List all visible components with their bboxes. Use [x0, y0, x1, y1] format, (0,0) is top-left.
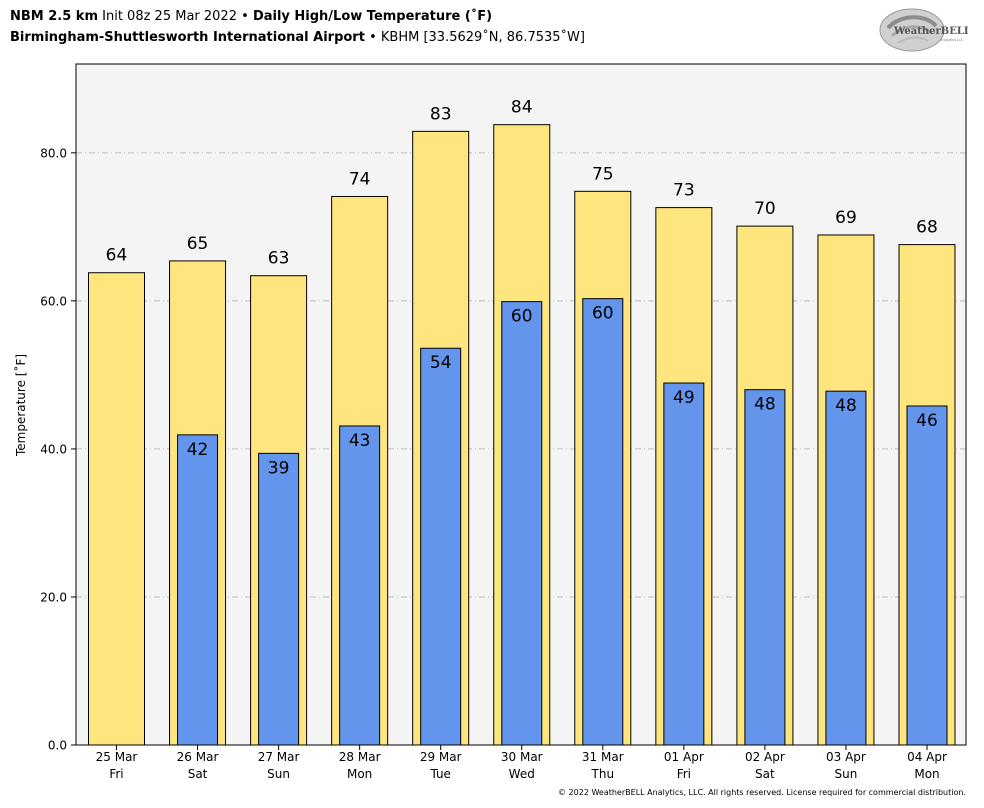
low-temp-label: 60: [511, 307, 533, 327]
low-temp-bar: [744, 389, 786, 746]
x-tick-weekday: Mon: [914, 767, 939, 781]
y-tick-label: 20.0: [40, 590, 67, 604]
copyright-notice: © 2022 WeatherBELL Analytics, LLC. All r…: [558, 788, 966, 797]
axes: 0.0 20.0 40.0 60.0 80.0 25 Mar Fri 26 Mar Sat 27 …: [40, 146, 947, 781]
low-temp-label: 42: [187, 440, 209, 460]
x-tick-date: 02 Apr: [745, 750, 785, 764]
low-temp-bar: [177, 434, 219, 746]
x-tick-weekday: Thu: [591, 767, 615, 781]
chart-header: NBM 2.5 km Init 08z 25 Mar 2022 • Daily …: [10, 6, 870, 48]
x-tick-date: 26 Mar: [177, 750, 219, 764]
station-info: KBHM [33.5629˚N, 86.7535˚W]: [380, 30, 585, 45]
y-tick-label: 0.0: [48, 739, 67, 753]
low-temp-bar: [501, 301, 543, 746]
x-tick-date: 04 Apr: [907, 750, 947, 764]
low-temp-bar: [339, 425, 381, 746]
low-temp-bar: [663, 382, 705, 746]
low-temp-bar: [825, 390, 867, 746]
low-temp-bar: [258, 452, 300, 746]
x-tick-weekday: Sat: [188, 767, 208, 781]
bars: 64 65 42 63 39 74 43 83 54 84 60 75 60 73 49 70 48 69 48 68…: [88, 98, 956, 746]
station-name: Birmingham-Shuttlesworth International A…: [10, 30, 365, 45]
x-tick-weekday: Wed: [509, 767, 535, 781]
x-tick-weekday: Sat: [755, 767, 775, 781]
x-tick-weekday: Sun: [835, 767, 858, 781]
y-axis-label: Temperature [˚F]: [13, 354, 28, 457]
x-tick-date: 29 Mar: [420, 750, 462, 764]
high-temp-label: 68: [916, 218, 938, 238]
low-temp-label: 39: [268, 458, 290, 478]
separator: •: [369, 30, 377, 45]
separator: •: [241, 9, 249, 24]
high-temp-label: 74: [349, 169, 371, 189]
logo-text: WeatherBELL: [893, 26, 968, 37]
logo-subtext: Analytics LLC: [940, 38, 964, 42]
x-tick-date: 28 Mar: [339, 750, 381, 764]
low-temp-label: 49: [673, 388, 695, 408]
x-tick-date: 27 Mar: [258, 750, 300, 764]
high-temp-label: 69: [835, 208, 857, 228]
low-temp-label: 46: [916, 411, 938, 431]
high-temp-label: 70: [754, 199, 776, 219]
x-tick-date: 25 Mar: [96, 750, 138, 764]
weatherbell-logo: WeatherBELL Analytics LLC: [879, 8, 968, 52]
low-temp-label: 60: [592, 304, 614, 324]
x-tick-weekday: Sun: [267, 767, 290, 781]
y-tick-label: 40.0: [40, 442, 67, 456]
x-tick-weekday: Mon: [347, 767, 372, 781]
high-temp-label: 83: [430, 104, 452, 124]
x-tick-date: 31 Mar: [582, 750, 624, 764]
y-tick-label: 60.0: [40, 294, 67, 308]
high-temp-bar: [88, 272, 145, 746]
high-temp-label: 64: [106, 246, 128, 266]
low-temp-label: 48: [754, 395, 776, 415]
x-tick-date: 01 Apr: [664, 750, 704, 764]
init-time: Init 08z 25 Mar 2022: [102, 9, 237, 24]
high-temp-label: 65: [187, 234, 209, 254]
high-temp-label: 75: [592, 164, 614, 184]
x-tick-weekday: Fri: [677, 767, 691, 781]
plot-frame: [75, 63, 967, 746]
x-tick-weekday: Tue: [429, 767, 451, 781]
low-temp-label: 48: [835, 396, 857, 416]
model-name: NBM 2.5 km: [10, 9, 98, 24]
low-temp-bar: [582, 298, 624, 746]
product-title: Daily High/Low Temperature (˚F): [252, 9, 493, 24]
low-temp-bar: [906, 405, 948, 746]
high-temp-label: 73: [673, 181, 695, 201]
low-temp-label: 54: [430, 353, 452, 373]
header-line-2: Birmingham-Shuttlesworth International A…: [10, 27, 870, 48]
y-tick-label: 80.0: [40, 146, 67, 160]
low-temp-bar: [420, 347, 462, 746]
high-temp-label: 84: [511, 98, 533, 118]
header-line-1: NBM 2.5 km Init 08z 25 Mar 2022 • Daily …: [10, 6, 870, 27]
x-tick-weekday: Fri: [109, 767, 123, 781]
low-temp-label: 43: [349, 431, 371, 451]
high-temp-label: 63: [268, 249, 290, 269]
x-tick-date: 30 Mar: [501, 750, 543, 764]
x-tick-date: 03 Apr: [826, 750, 866, 764]
